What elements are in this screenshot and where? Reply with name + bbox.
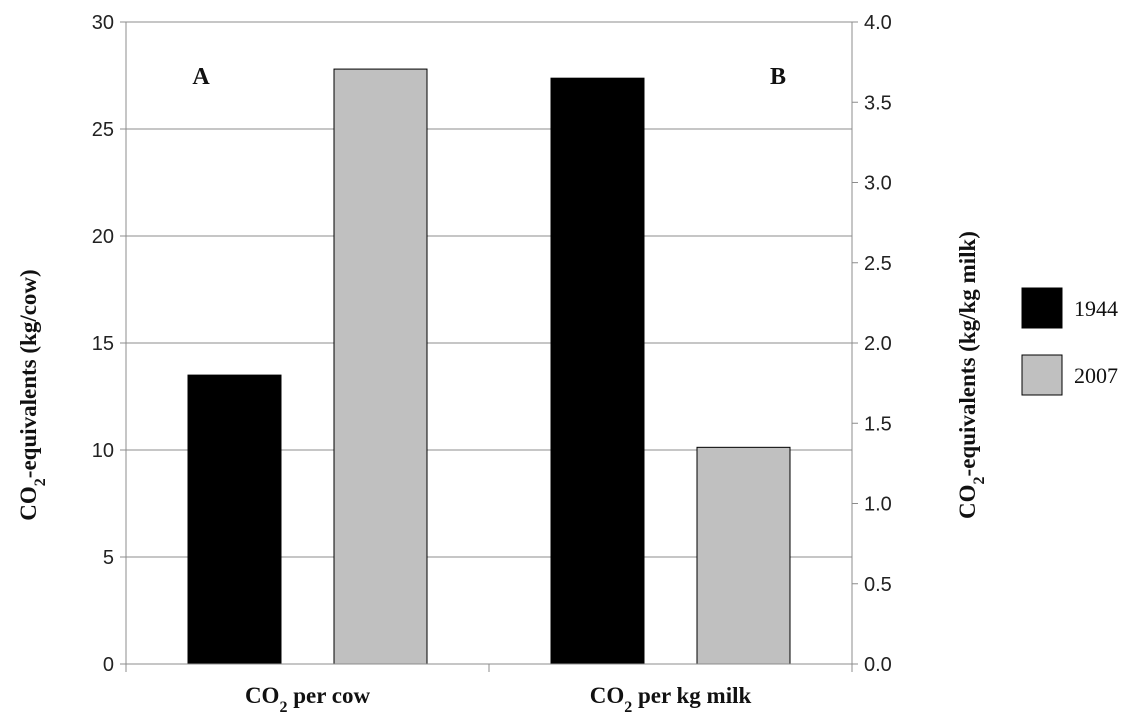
left-tick-label: 30	[92, 12, 114, 34]
category-labels: CO2 per cow CO2 per kg milk	[245, 683, 752, 716]
right-tick-label: 2.5	[864, 253, 892, 275]
right-y-axis-title-sub: 2	[971, 476, 988, 484]
left-tick-label: 20	[92, 226, 114, 248]
right-tick-label: 3.5	[864, 92, 892, 114]
right-tick-label: 2.0	[864, 333, 892, 355]
right-tick-label: 0.0	[864, 654, 892, 676]
legend: 1944 2007	[1021, 287, 1118, 396]
left-y-axis-title-pre: CO	[16, 486, 41, 521]
panel-label-A: A	[192, 64, 210, 90]
category-label: CO2 per kg milk	[590, 683, 752, 716]
left-tick-label: 5	[103, 547, 114, 569]
category-label: CO2 per cow	[245, 683, 371, 716]
legend-swatch-1944	[1021, 287, 1063, 329]
legend-label-1944: 1944	[1074, 296, 1118, 321]
left-tick-label: 15	[92, 333, 114, 355]
bar-1944-0	[187, 374, 282, 665]
right-y-ticks: 0.0 0.5 1.0 1.5 2.0 2.5 3.0 3.5 4.0	[852, 12, 892, 676]
right-y-axis-title: CO2-equivalents (kg/kg milk)	[955, 231, 988, 519]
legend-swatch-2007	[1021, 354, 1063, 396]
left-y-axis-title-post: -equivalents (kg/cow)	[16, 269, 41, 478]
left-tick-label: 25	[92, 119, 114, 141]
left-tick-label: 10	[92, 440, 114, 462]
right-tick-label: 0.5	[864, 574, 892, 596]
right-y-axis-title-post: -equivalents (kg/kg milk)	[955, 231, 980, 476]
right-tick-label: 3.0	[864, 173, 892, 195]
right-y-axis-title-pre: CO	[955, 484, 980, 519]
right-tick-label: 1.0	[864, 494, 892, 516]
left-y-ticks: 0 5 10 15 20 25 30	[92, 12, 126, 676]
left-y-axis-title: CO2-equivalents (kg/cow)	[16, 269, 49, 520]
bar-2007-0	[333, 68, 428, 665]
right-tick-label: 4.0	[864, 12, 892, 34]
panel-label-B: B	[770, 64, 786, 90]
bar-1944-1	[550, 77, 645, 665]
legend-label-2007: 2007	[1074, 363, 1118, 388]
bars	[187, 68, 791, 665]
bar-2007-1	[696, 446, 791, 665]
right-tick-label: 1.5	[864, 413, 892, 435]
left-y-axis-title-sub: 2	[32, 478, 49, 486]
left-tick-label: 0	[103, 654, 114, 676]
